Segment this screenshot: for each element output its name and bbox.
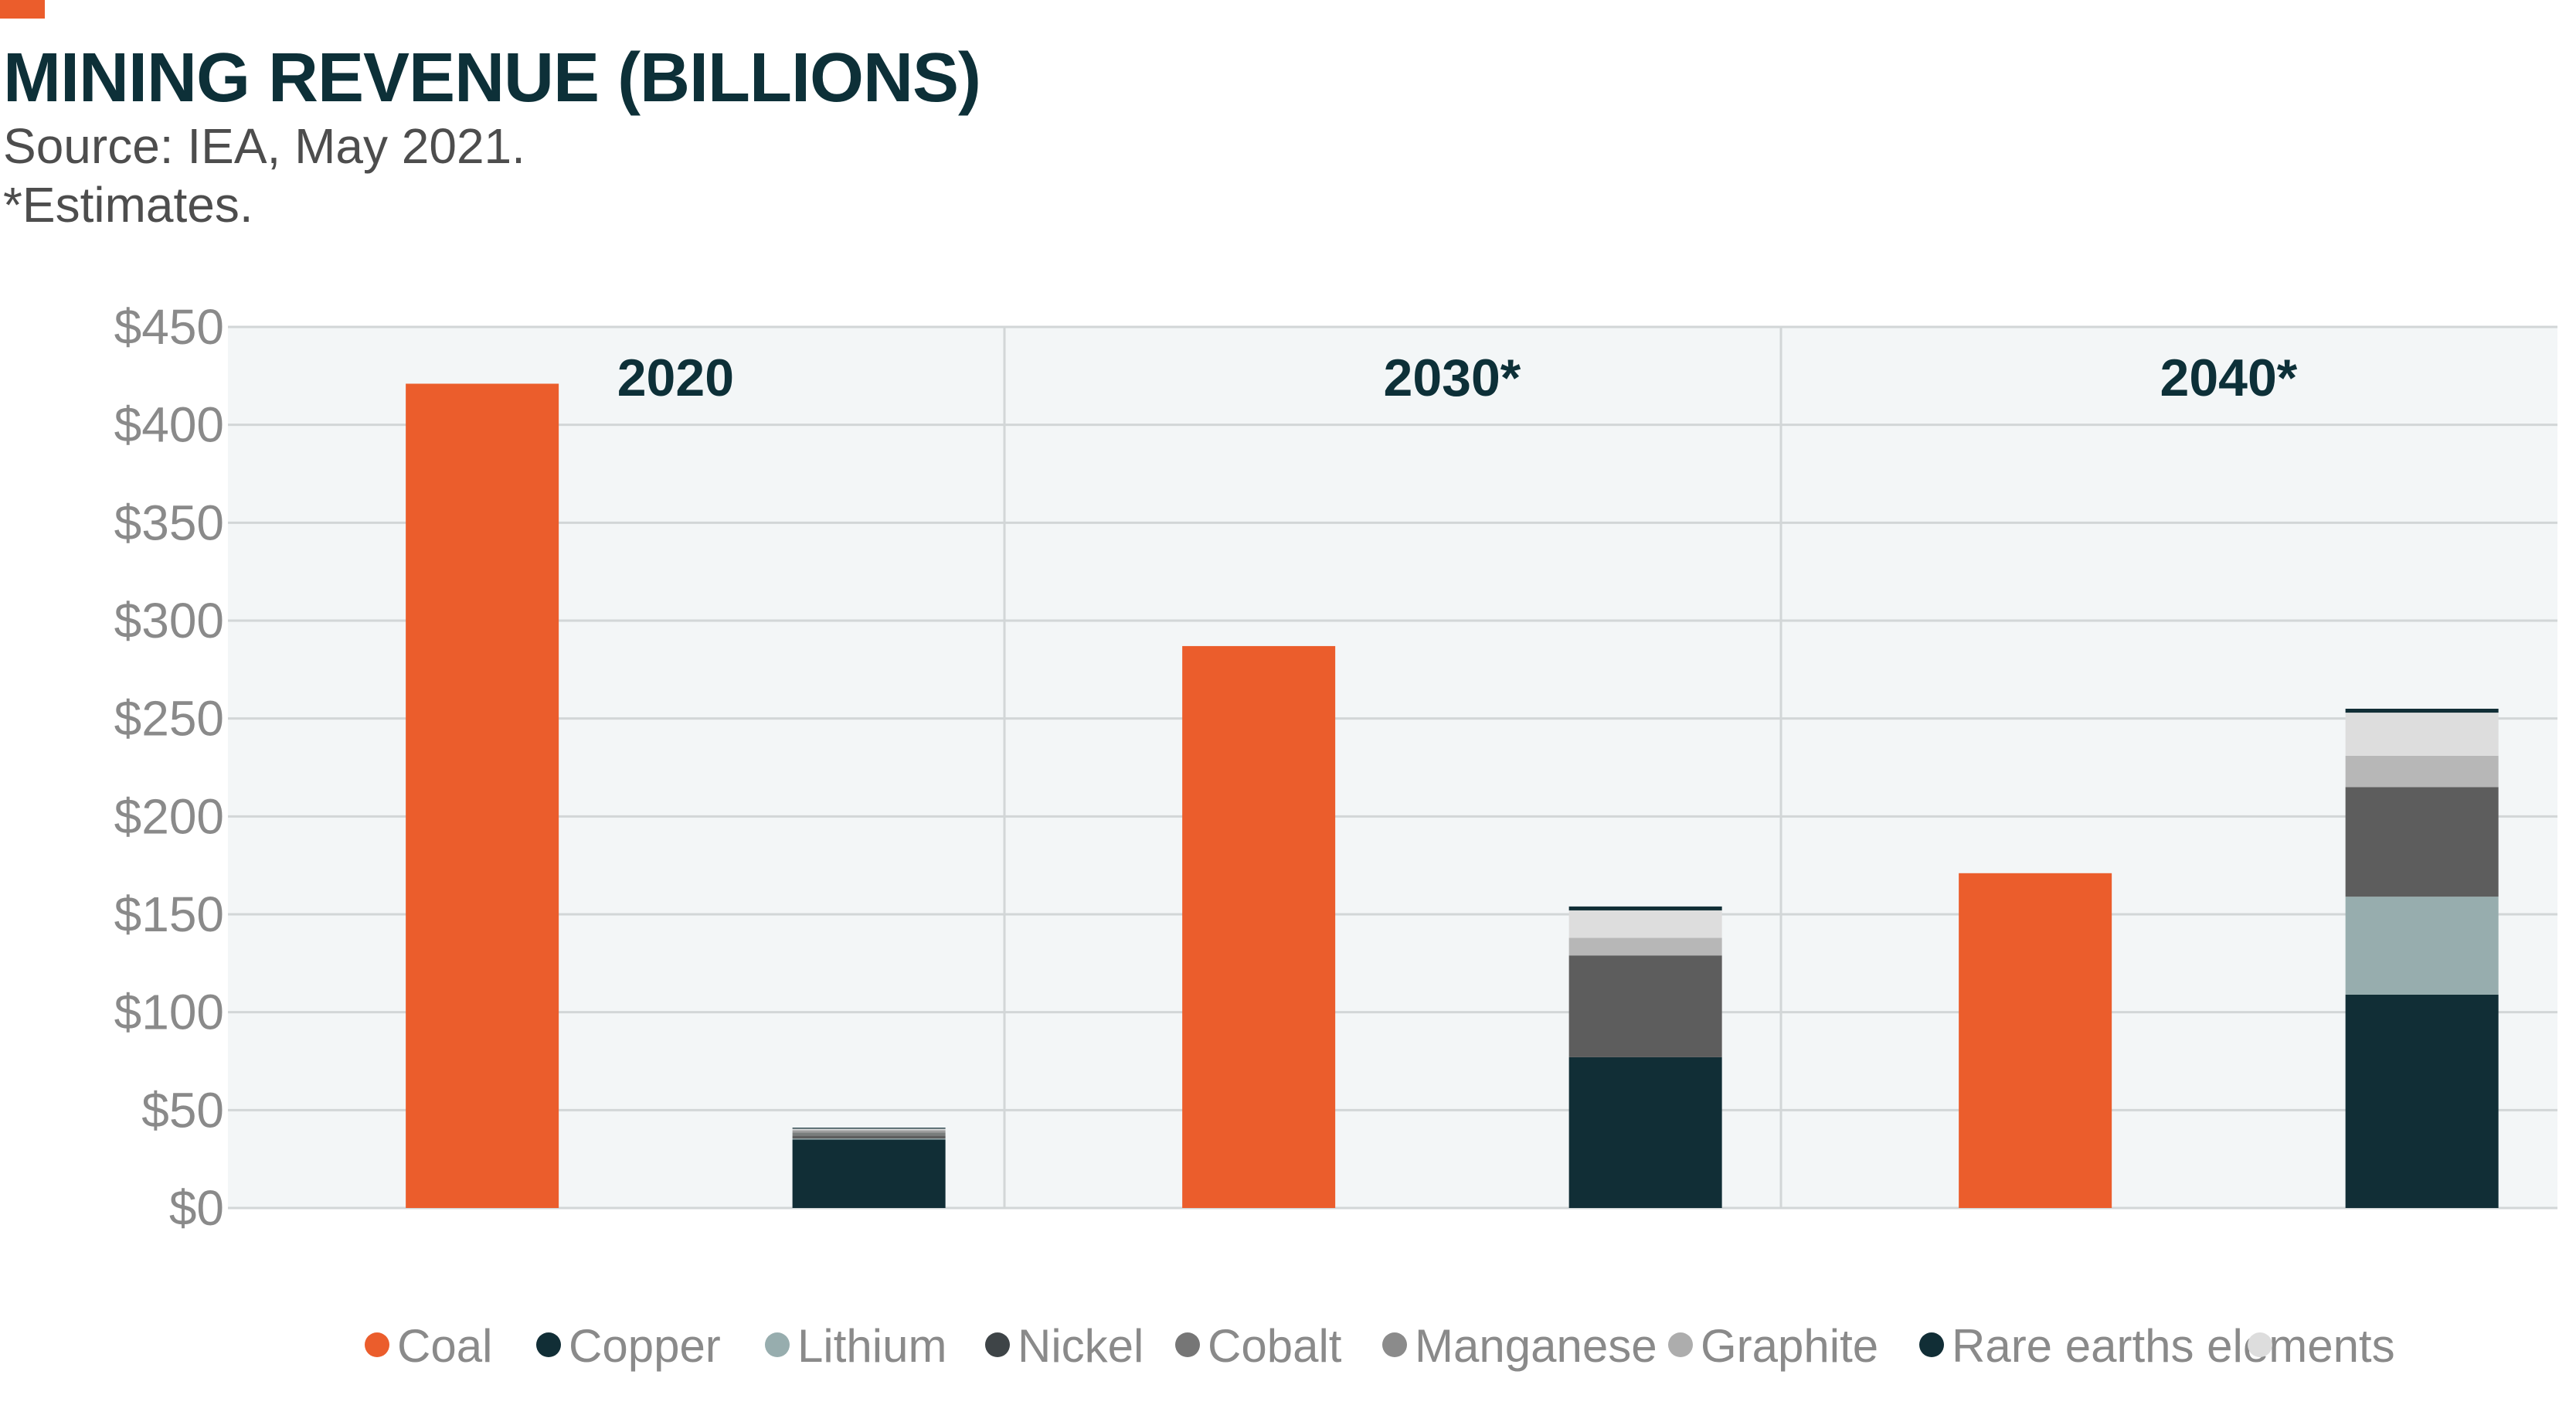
source-note: Source: IEA, May 2021. (3, 118, 525, 174)
legend-label-lithium: Lithium (797, 1320, 946, 1372)
bar-2030-copper (1568, 1057, 1722, 1208)
legend-marker-graphite (1668, 1332, 1693, 1357)
legend-label-coal: Coal (397, 1320, 492, 1372)
y-tick-label: $0 (169, 1180, 224, 1236)
legend-label-rare-earths-elements: Rare earths elements (1952, 1320, 2395, 1372)
bar-2020-lithium (792, 1138, 946, 1140)
legend-marker-rare-earths-elements (1919, 1332, 1944, 1357)
group-label-2030: 2030* (1384, 349, 1521, 407)
bar-2030-other (1568, 910, 1722, 938)
y-tick-label: $450 (114, 299, 224, 355)
legend-label-graphite: Graphite (1701, 1320, 1878, 1372)
legend: Coal Copper Lithium Nickel Cobalt Manganese Gr… (365, 1320, 2395, 1372)
estimates-note: *Estimates. (3, 177, 253, 233)
legend-marker-lithium (765, 1332, 790, 1357)
group-label-2020: 2020 (617, 349, 734, 407)
bar-2020-graphite (792, 1129, 946, 1131)
y-tick-label: $200 (114, 788, 224, 844)
legend-marker-other (2248, 1332, 2272, 1357)
group-labels: 2020 2030* 2040* (617, 349, 2298, 407)
bar-2020-copper (792, 1139, 946, 1208)
plot-background (228, 327, 2557, 1208)
y-tick-label: $400 (114, 397, 224, 453)
y-tick-label: $250 (114, 691, 224, 747)
legend-marker-cobalt (1175, 1332, 1200, 1357)
y-tick-label: $50 (141, 1082, 224, 1138)
bar-2020-cobalt (792, 1132, 946, 1136)
bar-2020-nickel (792, 1135, 946, 1139)
legend-label-copper: Copper (569, 1320, 721, 1372)
bar-2040-coal (1959, 873, 2112, 1208)
chart-title: MINING REVENUE (BILLIONS) (3, 39, 981, 117)
bar-2020-manganese (792, 1130, 946, 1133)
bar-2020-coal (406, 383, 559, 1208)
bar-2040-rare-earths-elements (2345, 709, 2499, 713)
y-tick-label: $350 (114, 495, 224, 550)
bar-2030-nickel (1568, 955, 1722, 1057)
accent-bar (0, 0, 45, 19)
y-tick-label: $150 (114, 886, 224, 942)
legend-label-manganese: Manganese (1415, 1320, 1657, 1372)
legend-label-nickel: Nickel (1018, 1320, 1144, 1372)
bar-2030-rare-earths-elements (1568, 906, 1722, 910)
y-tick-label: $100 (114, 985, 224, 1040)
gridlines (228, 325, 2557, 1210)
legend-marker-copper (536, 1332, 561, 1357)
legend-marker-manganese (1382, 1332, 1407, 1357)
legend-label-cobalt: Cobalt (1208, 1320, 1342, 1372)
bar-2040-copper (2345, 994, 2499, 1208)
bar-2040-lithium (2345, 897, 2499, 995)
bar-2030-graphite (1568, 937, 1722, 956)
legend-marker-nickel (985, 1332, 1010, 1357)
legend-marker-coal (365, 1332, 389, 1357)
bar-2040-graphite (2345, 755, 2499, 788)
y-axis: $0 $50 $100 $150 $200 $250 $300 $350 $400 $450 (114, 299, 224, 1236)
bars (406, 383, 2499, 1208)
bar-2040-nickel (2345, 787, 2499, 897)
bar-2040-other (2345, 713, 2499, 756)
y-tick-label: $300 (114, 593, 224, 648)
group-label-2040: 2040* (2160, 349, 2298, 407)
plot-area (228, 327, 2557, 1208)
bar-2030-coal (1182, 645, 1336, 1208)
bar-2020-other (792, 1128, 946, 1130)
